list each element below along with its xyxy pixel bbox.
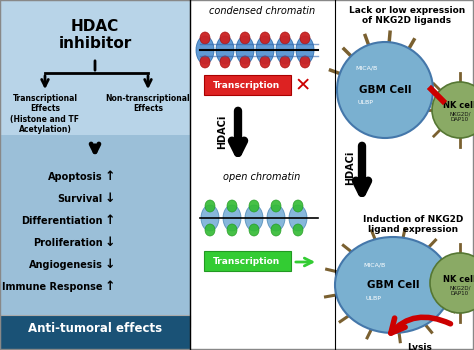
Text: condensed chromatin: condensed chromatin (209, 6, 315, 16)
FancyBboxPatch shape (0, 0, 190, 327)
Circle shape (337, 42, 433, 138)
Ellipse shape (200, 32, 210, 44)
Ellipse shape (201, 205, 219, 231)
FancyBboxPatch shape (204, 251, 291, 271)
Ellipse shape (296, 36, 314, 64)
Ellipse shape (276, 36, 294, 64)
Ellipse shape (271, 224, 281, 236)
FancyBboxPatch shape (0, 135, 190, 327)
Circle shape (432, 82, 474, 138)
Text: open chromatin: open chromatin (223, 172, 301, 182)
Ellipse shape (205, 200, 215, 212)
Text: ULBP: ULBP (357, 99, 373, 105)
Text: Non-transcriptional
Effects: Non-transcriptional Effects (106, 94, 191, 113)
Ellipse shape (196, 36, 214, 64)
Ellipse shape (236, 36, 254, 64)
Text: Anti-tumoral effects: Anti-tumoral effects (28, 322, 162, 336)
Ellipse shape (260, 56, 270, 68)
Text: HDAC
inhibitor: HDAC inhibitor (58, 19, 132, 51)
Ellipse shape (249, 224, 259, 236)
Ellipse shape (227, 224, 237, 236)
Ellipse shape (220, 56, 230, 68)
Text: Angiogenesis: Angiogenesis (29, 260, 103, 270)
FancyArrowPatch shape (391, 317, 450, 333)
Text: ✕: ✕ (295, 77, 311, 96)
Text: Lack or low expression
of NKG2D ligands: Lack or low expression of NKG2D ligands (349, 6, 465, 26)
Text: Differentiation: Differentiation (21, 216, 103, 226)
Ellipse shape (280, 56, 290, 68)
Ellipse shape (249, 200, 259, 212)
Ellipse shape (300, 56, 310, 68)
Text: ↑: ↑ (105, 215, 116, 228)
FancyBboxPatch shape (204, 75, 291, 95)
Text: GBM Cell: GBM Cell (367, 280, 419, 290)
Text: MICA/B: MICA/B (356, 65, 378, 70)
Text: Immune Response: Immune Response (2, 282, 103, 292)
FancyBboxPatch shape (0, 315, 190, 350)
Text: Apoptosis: Apoptosis (48, 172, 103, 182)
Text: Proliferation: Proliferation (33, 238, 103, 248)
Text: HDACi: HDACi (345, 151, 355, 185)
Ellipse shape (267, 205, 285, 231)
Text: NKG2D/
DAP10: NKG2D/ DAP10 (449, 286, 471, 296)
Text: GBM Cell: GBM Cell (359, 85, 411, 95)
Text: ↓: ↓ (105, 237, 116, 250)
Ellipse shape (300, 32, 310, 44)
Text: Transcription: Transcription (213, 258, 281, 266)
Text: ULBP: ULBP (365, 296, 381, 301)
Text: ↑: ↑ (105, 170, 116, 183)
Text: NK cell: NK cell (444, 274, 474, 284)
Ellipse shape (245, 205, 263, 231)
Text: NKG2D/
DAP10: NKG2D/ DAP10 (449, 112, 471, 122)
Text: HDACi: HDACi (217, 115, 227, 149)
Circle shape (430, 253, 474, 313)
Ellipse shape (293, 224, 303, 236)
Text: Transcription: Transcription (213, 82, 281, 91)
Text: Lysis: Lysis (408, 343, 432, 350)
Text: NK cell: NK cell (444, 102, 474, 111)
Ellipse shape (200, 56, 210, 68)
Ellipse shape (280, 32, 290, 44)
Text: ↓: ↓ (105, 259, 116, 272)
Ellipse shape (216, 36, 234, 64)
Text: Survival: Survival (58, 194, 103, 204)
Ellipse shape (223, 205, 241, 231)
Text: MICA/B: MICA/B (364, 262, 386, 267)
Ellipse shape (293, 200, 303, 212)
Text: ↑: ↑ (105, 280, 116, 294)
Ellipse shape (289, 205, 307, 231)
Text: ↓: ↓ (105, 193, 116, 205)
Ellipse shape (240, 32, 250, 44)
Ellipse shape (220, 32, 230, 44)
Ellipse shape (271, 200, 281, 212)
Text: Transcriptional
Effects
(Histone and TF
Acetylation): Transcriptional Effects (Histone and TF … (10, 94, 80, 134)
Ellipse shape (256, 36, 274, 64)
Ellipse shape (335, 237, 451, 333)
Ellipse shape (205, 224, 215, 236)
Ellipse shape (260, 32, 270, 44)
Ellipse shape (227, 200, 237, 212)
Text: Induction of NKG2D
ligand expression: Induction of NKG2D ligand expression (363, 215, 463, 235)
Ellipse shape (240, 56, 250, 68)
